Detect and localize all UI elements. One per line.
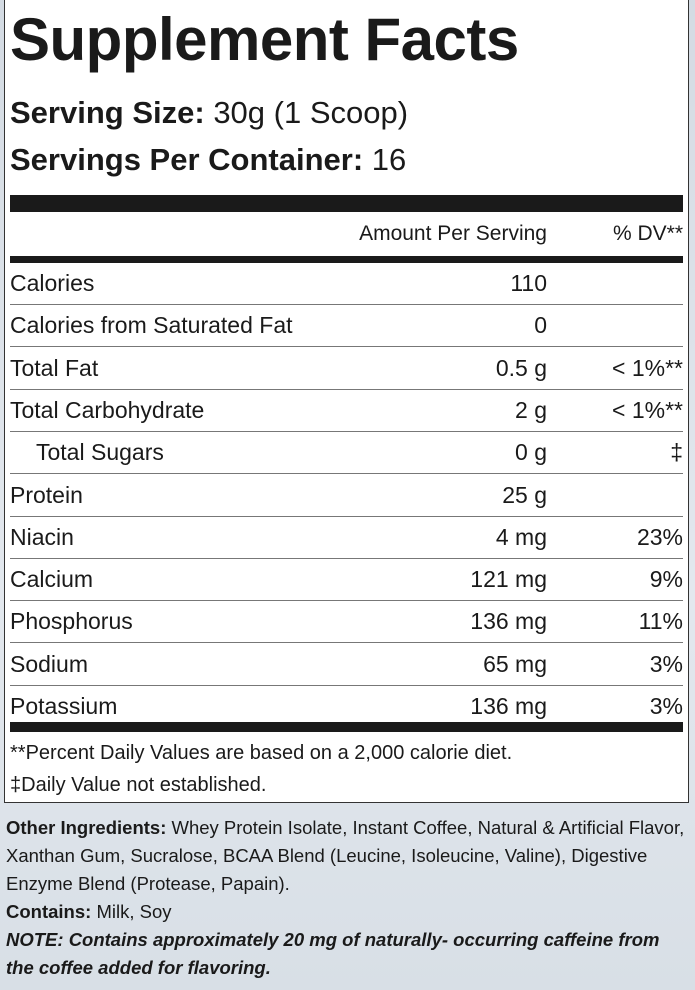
header-amount: Amount Per Serving <box>359 222 547 245</box>
nutrient-amount: 0 <box>534 312 547 339</box>
nutrient-row: Calories 110 <box>10 263 683 305</box>
caffeine-note: NOTE: Contains approximately 20 mg of na… <box>6 929 660 978</box>
nutrient-amount: 4 mg <box>495 523 547 550</box>
nutrient-dv: < 1%** <box>612 396 683 423</box>
serving-size: Serving Size: 30g (1 Scoop) <box>10 94 408 132</box>
nutrient-name: Total Sugars <box>36 439 164 466</box>
nutrient-amount: 0.5 g <box>495 354 547 381</box>
nutrient-row: Calcium 121 mg 9% <box>10 559 683 602</box>
serving-size-label: Serving Size: <box>10 95 205 130</box>
thick-divider-bottom <box>10 722 683 732</box>
nutrient-name: Calories from Saturated Fat <box>10 312 293 339</box>
nutrient-amount: 136 mg <box>470 693 547 719</box>
contains-label: Contains: <box>6 901 92 922</box>
nutrient-row: Protein 25 g <box>10 475 683 517</box>
servings-per-container: Servings Per Container: 16 <box>10 141 406 179</box>
footnote-not-established: ‡Daily Value not established. <box>10 774 267 796</box>
nutrient-dv: 23% <box>636 523 683 550</box>
nutrient-amount: 110 <box>510 270 547 296</box>
nutrient-dv: 3% <box>649 693 683 719</box>
nutrient-name: Phosphorus <box>10 608 133 635</box>
nutrient-dv: 3% <box>649 650 683 677</box>
nutrient-row: Sodium 65 mg 3% <box>10 644 683 686</box>
nutrient-row: Total Fat 0.5 g < 1%** <box>10 348 683 390</box>
nutrient-row: Phosphorus 136 mg 11% <box>10 601 683 644</box>
nutrient-name: Protein <box>10 481 83 508</box>
nutrient-amount: 2 g <box>515 396 547 423</box>
servings-value: 16 <box>371 142 407 177</box>
other-ingredients-label: Other Ingredients: <box>6 817 167 838</box>
nutrient-amount: 0 g <box>515 439 547 466</box>
nutrient-dv: < 1%** <box>612 354 683 381</box>
nutrient-row: Niacin 4 mg 23% <box>10 517 683 559</box>
serving-size-value: 30g (1 Scoop) <box>213 95 409 130</box>
thick-divider <box>10 195 683 212</box>
nutrient-row: Potassium 136 mg 3% <box>10 686 683 728</box>
other-ingredients-value: Whey Protein Isolate, Instant Coffee, Na… <box>6 817 685 894</box>
nutrient-name: Niacin <box>10 523 74 550</box>
footnote-dv: **Percent Daily Values are based on a 2,… <box>10 742 513 764</box>
nutrient-amount: 121 mg <box>470 566 547 593</box>
nutrient-name: Total Carbohydrate <box>10 396 205 423</box>
nutrient-amount: 136 mg <box>470 608 547 635</box>
supplement-facts-panel <box>4 0 689 803</box>
medium-divider <box>10 256 683 263</box>
header-dv: % DV** <box>612 222 683 245</box>
nutrient-row: Total Carbohydrate 2 g < 1%** <box>10 390 683 432</box>
contains-value: Milk, Soy <box>91 901 172 922</box>
nutrient-amount: 25 g <box>502 481 547 508</box>
nutrient-name: Calories <box>10 270 95 296</box>
nutrient-dv: ‡ <box>670 439 683 466</box>
nutrient-row: Total Sugars 0 g ‡ <box>10 432 683 475</box>
other-ingredients: Other Ingredients: Whey Protein Isolate,… <box>6 814 686 898</box>
servings-label: Servings Per Container: <box>10 142 364 177</box>
panel-title: Supplement Facts <box>10 6 519 73</box>
nutrient-name: Calcium <box>10 566 94 593</box>
ingredients-section: Other Ingredients: Whey Protein Isolate,… <box>6 814 686 982</box>
nutrient-dv: 9% <box>649 566 683 593</box>
nutrient-amount: 65 mg <box>483 650 547 677</box>
nutrient-row: Calories from Saturated Fat 0 <box>10 305 683 348</box>
nutrient-name: Potassium <box>10 693 118 719</box>
contains: Contains: Milk, Soy <box>6 898 686 926</box>
nutrient-dv: 11% <box>638 608 683 635</box>
nutrient-name: Total Fat <box>10 354 99 381</box>
nutrient-name: Sodium <box>10 650 88 677</box>
